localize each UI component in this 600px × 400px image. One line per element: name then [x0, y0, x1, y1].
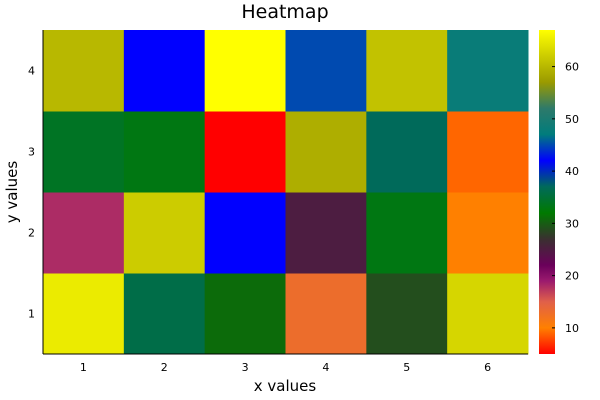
colorbar-tick-label: 50 [565, 113, 579, 126]
y-axis-label: y values [3, 161, 21, 224]
y-ticks: 1 2 3 4 [28, 65, 35, 321]
heatmap-cell [123, 192, 206, 274]
x-tick-label: 1 [80, 361, 87, 374]
y-tick-label: 2 [28, 227, 35, 240]
colorbar-tick-label: 60 [565, 61, 579, 74]
x-ticks: 1 2 3 4 5 6 [80, 361, 491, 374]
colorbar-ticks: 10 20 30 40 50 60 [552, 61, 579, 335]
heatmap-cell [43, 192, 125, 274]
heatmap-cell [43, 30, 125, 112]
y-tick-label: 4 [28, 65, 35, 78]
y-tick-label: 1 [28, 308, 35, 321]
heatmap-cell [366, 30, 448, 112]
y-tick-label: 3 [28, 146, 35, 159]
x-tick-label: 3 [242, 361, 249, 374]
colorbar-tick-label: 20 [565, 270, 579, 283]
heatmap-cell [447, 111, 529, 193]
heatmap-cell [447, 273, 529, 355]
heatmap-cell [123, 273, 206, 355]
heatmap-cell [366, 111, 448, 193]
colorbar-tick-label: 40 [565, 165, 579, 178]
heatmap-cell [285, 192, 367, 274]
colorbar-tick-label: 30 [565, 217, 579, 230]
colorbar-tick-label: 10 [565, 322, 579, 335]
heatmap-cell [366, 192, 448, 274]
heatmap-cell [123, 30, 206, 112]
heatmap-cell [447, 192, 529, 274]
heatmap-cells [43, 30, 529, 355]
colorbar [539, 30, 555, 354]
x-tick-label: 4 [322, 361, 329, 374]
heatmap-cell [285, 30, 367, 112]
heatmap-cell [204, 192, 286, 274]
heatmap-cell [285, 273, 367, 355]
heatmap-cell [43, 273, 125, 355]
heatmap-cell [123, 111, 206, 193]
x-tick-label: 2 [161, 361, 168, 374]
heatmap-cell [285, 111, 367, 193]
heatmap-cell [366, 273, 448, 355]
chart-title: Heatmap [241, 1, 328, 23]
x-axis-label: x values [254, 377, 317, 395]
heatmap-cell [204, 30, 286, 112]
x-tick-label: 6 [484, 361, 491, 374]
heatmap-cell [204, 273, 286, 355]
heatmap-cell [43, 111, 125, 193]
heatmap-cell [447, 30, 529, 112]
heatmap-cell [204, 111, 286, 193]
x-tick-label: 5 [403, 361, 410, 374]
